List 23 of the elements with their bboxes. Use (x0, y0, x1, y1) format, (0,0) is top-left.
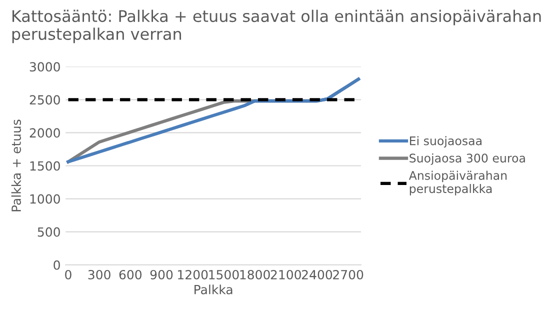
y-axis-title: Palkka + etuus (11, 120, 21, 212)
x-tick-label: 2700 (333, 270, 364, 280)
legend-label: Suojaosa 300 euroa (410, 153, 525, 165)
legend-label: Ansiopäivärahan perustepalkka (408, 170, 507, 196)
x-tick-label: 2100 (270, 270, 301, 280)
y-tick-label: 2000 (30, 128, 60, 138)
x-tick-label: 0 (65, 270, 72, 280)
x-tick-label: 300 (88, 270, 110, 280)
x-tick-label: 600 (119, 270, 142, 280)
y-tick-label: 0 (54, 260, 60, 270)
y-tick-label: 3000 (30, 62, 60, 72)
x-tick-label: 1500 (209, 270, 239, 280)
x-tick-label: 1800 (240, 270, 270, 280)
chart-title: Kattosääntö: Palkka + etuus saavat olla enintään ansiopäivärahan perustepalkan verran (12, 10, 541, 44)
legend-label: Ei suojaosaa (410, 136, 482, 148)
y-tick-label: 1500 (30, 161, 60, 171)
x-tick-label: 900 (150, 270, 173, 280)
y-tick-label: 2500 (30, 95, 60, 105)
y-tick-label: 500 (38, 227, 60, 237)
x-tick-label: 2400 (302, 270, 332, 280)
x-axis-title: Palkka (194, 284, 232, 294)
x-tick-label: 1200 (178, 270, 208, 280)
y-tick-label: 1000 (30, 194, 60, 204)
